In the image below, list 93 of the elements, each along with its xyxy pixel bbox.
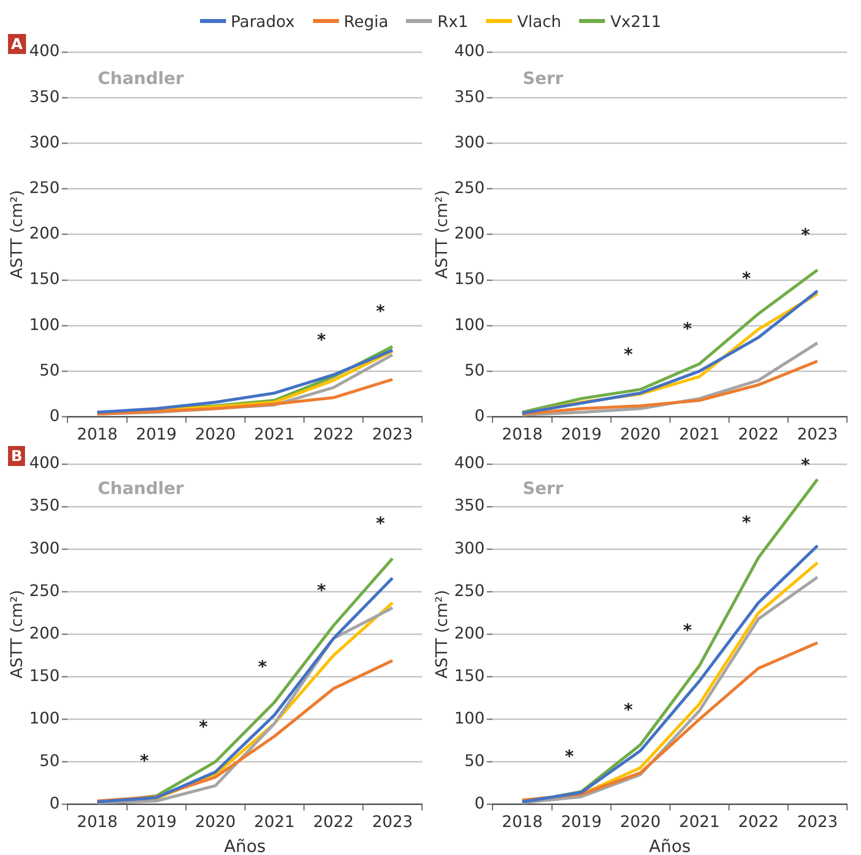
- y-axis-title: ASTT (cm²): [6, 190, 26, 279]
- y-axis-title: ASTT (cm²): [6, 590, 26, 679]
- x-tick-label: 2021: [254, 424, 295, 444]
- chart-subtitle: B: [8, 446, 26, 466]
- x-tick-label: 2018: [76, 424, 118, 444]
- y-tick-label: 150: [454, 666, 485, 685]
- x-tick-label: 2019: [136, 812, 177, 832]
- annotation: *: [624, 700, 633, 720]
- y-tick-label: 250: [29, 178, 60, 197]
- y-tick-label: 200: [29, 224, 60, 243]
- y-tick-label: 0: [474, 406, 485, 425]
- x-tick-label: 2019: [136, 424, 177, 444]
- annotation: *: [316, 330, 326, 350]
- y-tick-label: 300: [29, 132, 60, 152]
- y-tick-label: 0: [50, 794, 60, 813]
- annotation: *: [376, 302, 386, 322]
- legend-label: Vlach: [517, 12, 562, 30]
- y-tick-label: 50: [39, 360, 60, 380]
- y-tick-label: 50: [39, 751, 60, 770]
- y-tick-label: 300: [29, 538, 60, 558]
- x-tick-label: 2019: [560, 424, 602, 444]
- annotation: *: [801, 455, 810, 476]
- x-tick-label: 2023: [797, 812, 838, 832]
- x-tick-label: 2021: [254, 812, 295, 832]
- x-tick-label: 2018: [502, 812, 543, 832]
- y-tick-label: 200: [454, 623, 485, 642]
- y-tick-label: 100: [29, 708, 60, 728]
- y-tick-label: 400: [454, 453, 485, 472]
- annotation: *: [624, 344, 633, 365]
- x-tick-label: 2021: [679, 812, 720, 832]
- x-tick-label: 2020: [620, 812, 661, 832]
- y-tick-label: 300: [454, 132, 485, 152]
- legend-label: Rx1: [437, 12, 468, 30]
- x-tick-label: 2022: [313, 812, 354, 832]
- y-tick-label: 0: [50, 406, 60, 425]
- y-tick-label: 400: [29, 41, 60, 60]
- annotation: *: [258, 658, 267, 678]
- y-tick-label: 250: [454, 580, 485, 600]
- annotation: *: [316, 581, 326, 602]
- y-tick-label: 100: [29, 314, 60, 334]
- y-tick-label: 100: [454, 314, 485, 334]
- chart-subtitle: A: [8, 34, 26, 54]
- y-tick-label: 300: [454, 538, 485, 558]
- y-tick-label: 50: [464, 751, 485, 770]
- x-tick-label: 2022: [738, 424, 779, 444]
- text: Chandler: [98, 68, 184, 89]
- y-tick-label: 350: [454, 86, 485, 106]
- annotation: *: [682, 319, 692, 340]
- annotation: *: [742, 269, 751, 290]
- x-tick-label: 2022: [738, 812, 779, 832]
- y-tick-label: 350: [29, 86, 60, 106]
- y-tick-label: 200: [454, 224, 485, 243]
- x-tick-label: 2019: [560, 812, 602, 832]
- x-tick-label: 2023: [372, 424, 413, 444]
- legend-label: Regia: [344, 12, 388, 30]
- x-axis-title: Años: [224, 837, 266, 855]
- x-tick-label: 2023: [797, 424, 838, 444]
- y-tick-label: 200: [29, 623, 60, 642]
- x-tick-label: 2020: [194, 424, 236, 444]
- y-tick-label: 350: [454, 496, 485, 515]
- x-tick-label: 2021: [679, 424, 720, 444]
- y-tick-label: 150: [454, 269, 485, 288]
- x-tick-label: 2018: [76, 812, 118, 832]
- annotation: *: [376, 514, 386, 534]
- x-axis-title: Años: [649, 837, 691, 855]
- y-tick-label: 250: [29, 580, 60, 600]
- y-tick-label: 50: [464, 360, 485, 380]
- text: Serr: [522, 68, 564, 89]
- x-tick-label: 2020: [620, 424, 661, 444]
- annotation: *: [564, 747, 574, 768]
- y-tick-label: 150: [29, 269, 60, 288]
- annotation: *: [140, 751, 149, 772]
- y-tick-label: 150: [29, 666, 60, 685]
- y-tick-label: 250: [454, 178, 485, 197]
- y-axis-title: ASTT (cm²): [432, 590, 451, 679]
- x-tick-label: 2018: [502, 424, 543, 444]
- annotation: *: [682, 621, 692, 642]
- text: Serr: [522, 478, 564, 499]
- text: Chandler: [98, 478, 184, 499]
- y-tick-label: 400: [454, 41, 485, 60]
- x-tick-label: 2022: [313, 424, 354, 444]
- y-axis-title: ASTT (cm²): [432, 190, 451, 279]
- y-tick-label: 350: [29, 496, 60, 515]
- y-tick-label: 0: [474, 794, 485, 813]
- legend-label: Vx211: [610, 12, 662, 30]
- annotation: *: [198, 717, 208, 738]
- legend-label: Paradox: [230, 12, 295, 30]
- annotation: *: [801, 225, 810, 246]
- y-tick-label: 400: [29, 453, 60, 472]
- y-tick-label: 100: [454, 708, 485, 728]
- annotation: *: [742, 513, 751, 534]
- x-tick-label: 2020: [194, 812, 236, 832]
- x-tick-label: 2023: [372, 812, 413, 832]
